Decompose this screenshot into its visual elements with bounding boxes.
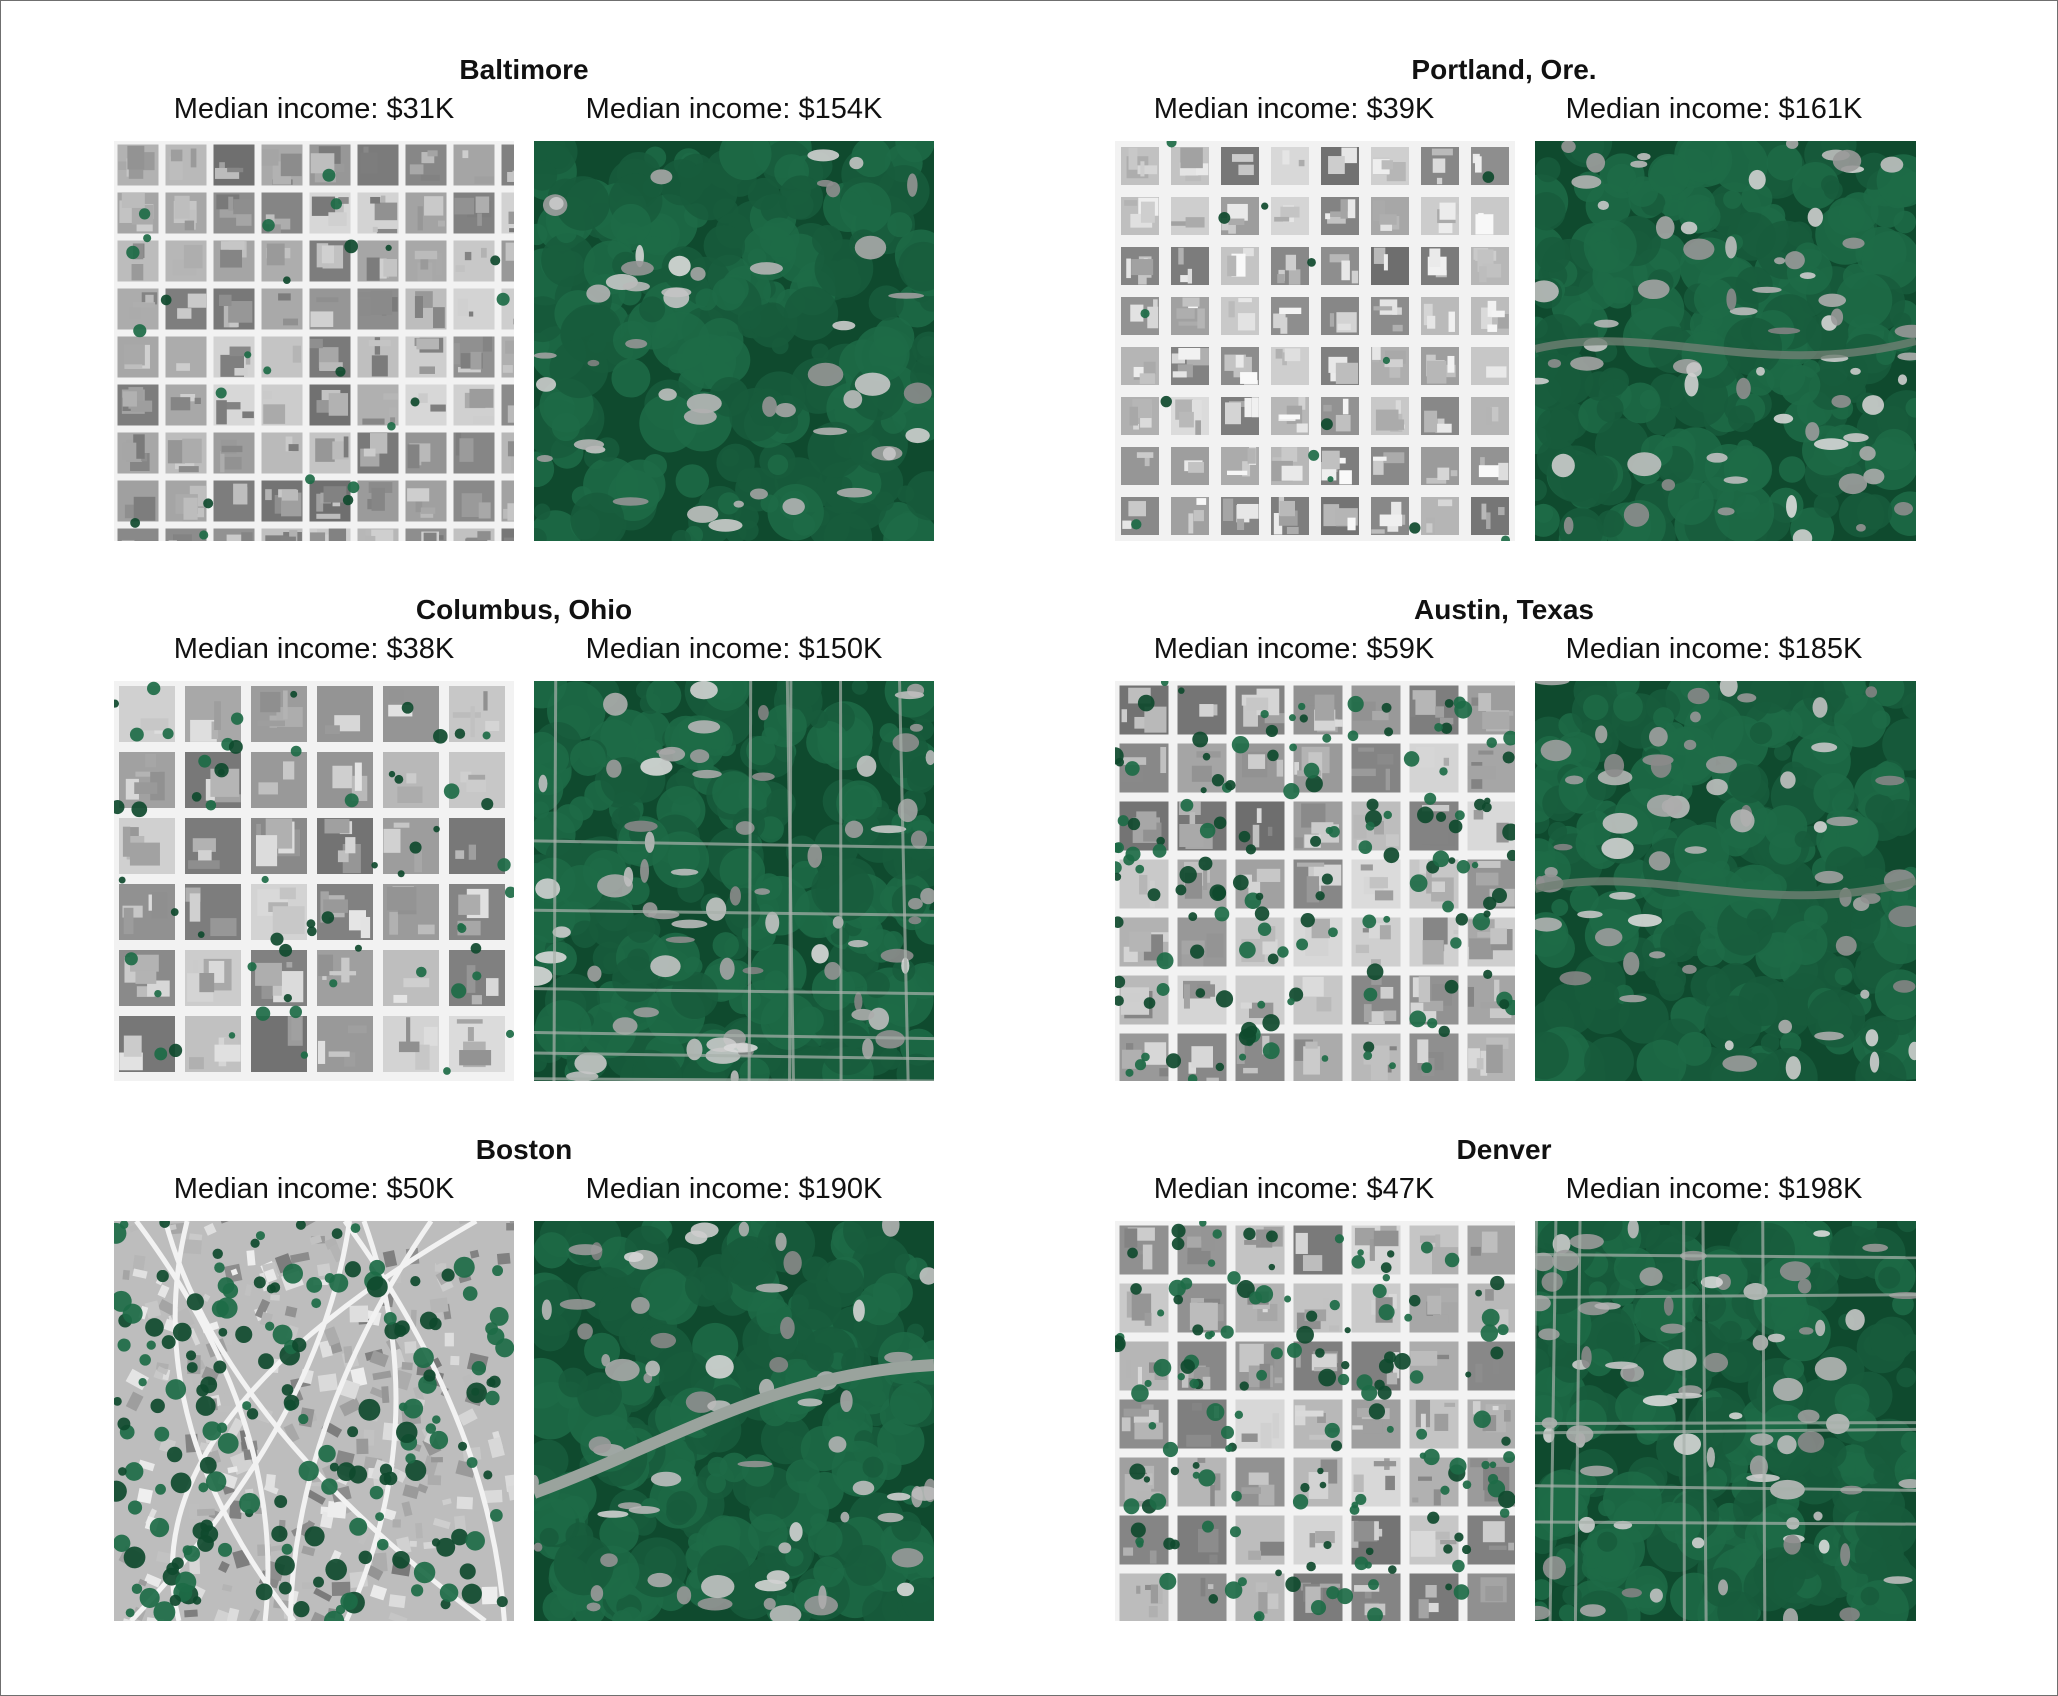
high-income-label: Median income: $154K	[585, 93, 883, 125]
aerial-photo	[1115, 141, 1515, 541]
high-income-image	[534, 141, 934, 541]
high-income-label: Median income: $190K	[585, 1173, 883, 1205]
aerial-photo	[1115, 681, 1515, 1081]
low-income-label: Median income: $50K	[173, 1173, 455, 1205]
aerial-photo	[534, 141, 934, 541]
aerial-photo	[1115, 1221, 1515, 1621]
aerial-photo	[534, 681, 934, 1081]
low-income-label: Median income: $31K	[173, 93, 455, 125]
aerial-photo	[534, 1221, 934, 1621]
aerial-photo	[1535, 141, 1916, 541]
low-income-image	[1115, 141, 1515, 541]
low-income-label: Median income: $59K	[1153, 633, 1435, 665]
city-title: Boston	[475, 1134, 573, 1165]
high-income-label: Median income: $198K	[1565, 1173, 1863, 1205]
city-title: Austin, Texas	[1414, 594, 1594, 625]
low-income-image	[114, 681, 514, 1081]
high-income-label: Median income: $185K	[1565, 633, 1863, 665]
aerial-photo	[114, 141, 514, 541]
aerial-photo	[114, 681, 514, 1081]
city-title: Denver	[1456, 1134, 1552, 1165]
low-income-image	[1115, 1221, 1515, 1621]
high-income-image	[534, 681, 934, 1081]
high-income-image	[1535, 141, 1916, 541]
high-income-image	[1535, 1221, 1916, 1621]
high-income-label: Median income: $161K	[1565, 93, 1863, 125]
aerial-photo	[1535, 1221, 1916, 1621]
city-title: Portland, Ore.	[1411, 54, 1597, 85]
low-income-image	[114, 141, 514, 541]
city-title: Baltimore	[459, 54, 589, 85]
low-income-label: Median income: $47K	[1153, 1173, 1435, 1205]
high-income-image	[534, 1221, 934, 1621]
low-income-label: Median income: $38K	[173, 633, 455, 665]
high-income-image	[1535, 681, 1916, 1081]
low-income-image	[114, 1221, 514, 1621]
low-income-image	[1115, 681, 1515, 1081]
high-income-label: Median income: $150K	[585, 633, 883, 665]
city-title: Columbus, Ohio	[415, 594, 633, 625]
aerial-photo	[1535, 681, 1916, 1081]
low-income-label: Median income: $39K	[1153, 93, 1435, 125]
aerial-photo	[114, 1221, 514, 1621]
